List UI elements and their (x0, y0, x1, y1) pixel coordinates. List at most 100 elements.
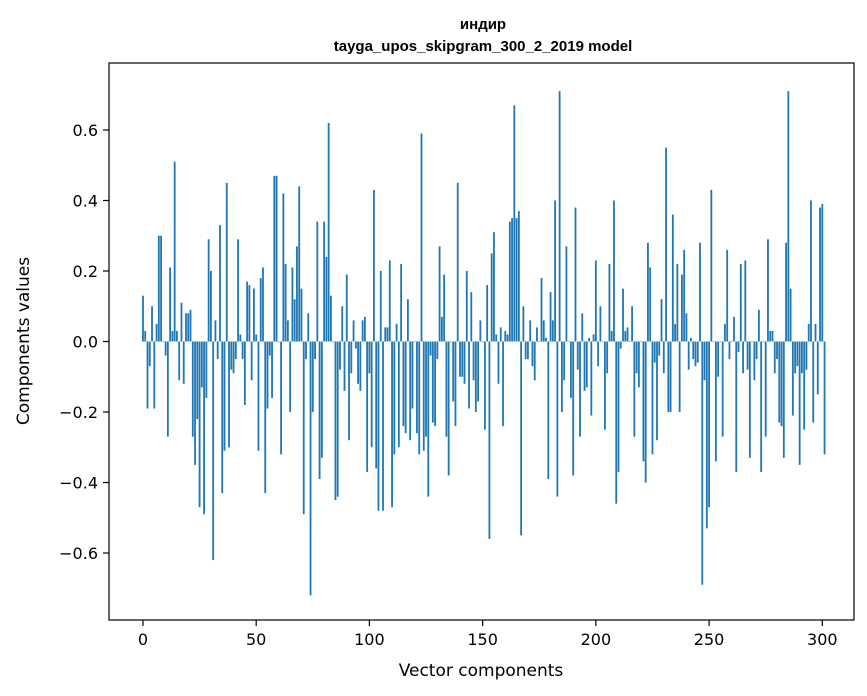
bar-29 (207, 239, 210, 342)
bar-187 (565, 246, 568, 342)
bar-250 (708, 341, 710, 508)
bar-175 (538, 341, 541, 343)
bar-33 (216, 341, 219, 360)
bar-27 (203, 341, 206, 515)
bar-246 (699, 242, 701, 342)
bar-191 (574, 207, 577, 342)
bar-208 (613, 200, 615, 342)
plot-frame (108, 62, 855, 621)
bar-292 (803, 341, 806, 430)
bar-47 (248, 285, 251, 342)
bar-196 (585, 341, 588, 388)
bar-130 (436, 341, 439, 360)
bar-201 (597, 341, 600, 367)
bar-145 (470, 292, 473, 342)
bar-134 (445, 341, 448, 437)
bar-135 (447, 341, 450, 476)
bar-189 (570, 341, 572, 398)
bar-141 (461, 341, 464, 377)
bar-275 (764, 341, 767, 437)
bar-88 (341, 306, 344, 342)
bar-279 (773, 341, 776, 374)
y-axis-ticks: −0.6 −0.4 −0.2 0.0 0.2 0.4 0.6 (59, 121, 109, 563)
bar-100 (368, 341, 371, 374)
bar-40 (232, 341, 235, 374)
bar-51 (257, 341, 260, 451)
bar-265 (742, 341, 744, 374)
bar-273 (760, 341, 763, 472)
bar-152 (486, 285, 489, 342)
bar-106 (382, 341, 384, 511)
bar-77 (316, 221, 319, 342)
y-tick-label: 0.2 (73, 262, 98, 281)
bar-44 (241, 341, 244, 360)
x-axis-label: Vector components (399, 661, 564, 681)
bar-78 (318, 341, 321, 479)
bar-198 (590, 341, 593, 416)
bar-133 (443, 274, 446, 342)
bar-219 (637, 341, 640, 388)
bar-285 (787, 91, 790, 342)
bar-276 (767, 239, 769, 342)
bar-268 (748, 341, 751, 458)
bar-243 (692, 341, 695, 360)
bar-55 (266, 341, 269, 409)
bar-232 (667, 341, 670, 413)
y-tick-label: 0.0 (73, 333, 98, 352)
bar-216 (631, 306, 633, 342)
bar-296 (812, 341, 815, 423)
bar-69 (298, 186, 301, 342)
bar-169 (524, 341, 527, 360)
bar-112 (395, 323, 398, 342)
bar-204 (604, 341, 606, 430)
bar-23 (194, 341, 196, 465)
bar-284 (785, 242, 787, 342)
bar-7 (157, 235, 160, 342)
bar-11 (166, 341, 169, 437)
bar-210 (617, 341, 620, 472)
bar-10 (164, 341, 167, 356)
bar-37 (225, 182, 228, 342)
bar-6 (155, 323, 158, 342)
bar-257 (724, 323, 726, 342)
bar-5 (153, 341, 156, 409)
bar-203 (601, 341, 604, 343)
bar-57 (271, 341, 273, 398)
bar-298 (816, 341, 819, 395)
bar-222 (644, 341, 647, 483)
bar-115 (402, 341, 405, 427)
bar-123 (420, 133, 423, 342)
bar-46 (246, 281, 249, 342)
bar-254 (717, 341, 720, 377)
bar-200 (594, 260, 597, 342)
bar-14 (173, 161, 176, 342)
bar-107 (384, 327, 387, 342)
bar-13 (171, 330, 174, 342)
bar-215 (628, 341, 631, 343)
bar-263 (737, 341, 740, 353)
bar-25 (198, 341, 201, 508)
bar-270 (753, 341, 756, 381)
bar-150 (481, 341, 484, 343)
bar-98 (363, 316, 366, 342)
bar-19 (185, 313, 187, 342)
bar-155 (493, 232, 495, 342)
bar-143 (465, 270, 468, 342)
bar-231 (665, 147, 667, 342)
bar-240 (685, 313, 688, 342)
bar-139 (456, 182, 459, 342)
bar-137 (452, 341, 455, 402)
bar-3 (148, 341, 151, 367)
bar-104 (377, 341, 380, 511)
bar-264 (739, 263, 742, 342)
bar-72 (305, 341, 307, 360)
bar-21 (189, 309, 192, 342)
bar-20 (187, 313, 190, 342)
y-tick-label: −0.2 (59, 403, 98, 422)
bar-65 (289, 341, 292, 413)
bar-253 (714, 341, 717, 462)
bar-140 (459, 341, 461, 377)
bar-35 (221, 341, 224, 494)
bar-99 (366, 341, 369, 472)
bar-8 (160, 235, 162, 342)
